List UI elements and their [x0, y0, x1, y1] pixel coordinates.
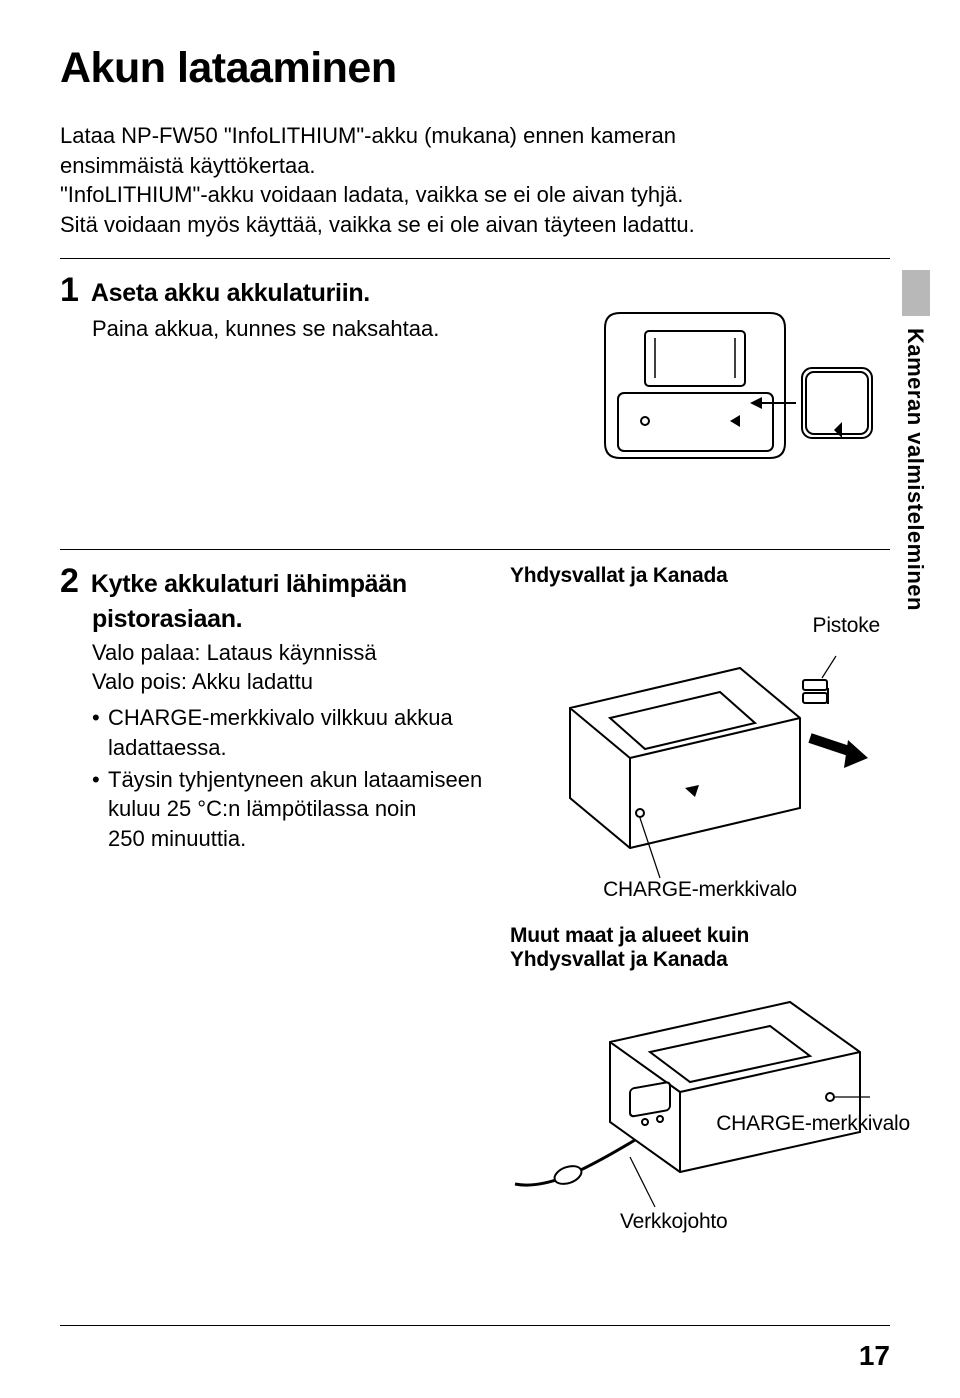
- fig3-charge-label: CHARGE-merkkivalo: [716, 1112, 910, 1136]
- step-2-number: 2: [60, 564, 79, 598]
- step-2-line2: Valo pois: Akku ladattu: [92, 667, 492, 697]
- intro-paragraph-2: "InfoLITHIUM"-akku voidaan ladata, vaikk…: [60, 180, 890, 239]
- b2l2: kuluu 25 °C:n lämpötilassa noin: [108, 796, 416, 821]
- fig2-charge-label: CHARGE-merkkivalo: [510, 878, 890, 902]
- chapter-tab: Kameran valmisteleminen: [902, 270, 930, 611]
- figure-3-other-regions: CHARGE-merkkivalo Verkkojohto: [510, 982, 890, 1232]
- step-2-title-l2: pistorasiaan.: [92, 605, 492, 634]
- intro-paragraph: Lataa NP-FW50 "InfoLITHIUM"-akku (mukana…: [60, 121, 890, 180]
- intro-p2-l2: Sitä voidaan myös käyttää, vaikka se ei …: [60, 212, 695, 237]
- step-2-bullet-1: CHARGE-merkkivalo vilkkuu akkua ladattae…: [92, 703, 492, 762]
- step-1-subtitle: Paina akkua, kunnes se naksahtaa.: [92, 314, 570, 344]
- page-title: Akun lataaminen: [60, 44, 890, 93]
- step-1-title: Aseta akku akkulaturiin.: [91, 279, 370, 308]
- step-2-title-l1: Kytke akkulaturi lähimpään: [91, 570, 407, 599]
- intro-p2-l1: "InfoLITHIUM"-akku voidaan ladata, vaikk…: [60, 182, 683, 207]
- step-2-line1: Valo palaa: Lataus käynnissä: [92, 638, 492, 668]
- step-1-section: 1 Aseta akku akkulaturiin. Paina akkua, …: [60, 258, 890, 523]
- step-2-bullet-2: Täysin tyhjentyneen akun lataamiseen kul…: [92, 765, 492, 854]
- b1l1: CHARGE-merkkivalo vilkkuu akkua: [108, 705, 453, 730]
- chapter-tab-label: Kameran valmisteleminen: [902, 316, 928, 611]
- fig2-header: Yhdysvallat ja Kanada: [510, 564, 890, 588]
- footer-rule: [60, 1325, 890, 1326]
- fig3-header-l1: Muut maat ja alueet kuin: [510, 924, 890, 948]
- fig3-header: Muut maat ja alueet kuin Yhdysvallat ja …: [510, 924, 890, 972]
- fig2-pistoke-label: Pistoke: [813, 614, 880, 638]
- b2l3: 250 minuuttia.: [108, 826, 246, 851]
- figure-1-charger: [590, 273, 890, 523]
- intro-p1-l1: Lataa NP-FW50 "InfoLITHIUM"-akku (mukana…: [60, 123, 676, 148]
- fig3-cord-label: Verkkojohto: [620, 1210, 728, 1234]
- b1l2: ladattaessa.: [108, 735, 227, 760]
- intro-p1-l2: ensimmäistä käyttökertaa.: [60, 153, 316, 178]
- step-1-number: 1: [60, 273, 79, 307]
- fig3-header-l2: Yhdysvallat ja Kanada: [510, 948, 890, 972]
- chapter-tab-marker: [902, 270, 930, 316]
- b2l1: Täysin tyhjentyneen akun lataamiseen: [108, 767, 482, 792]
- figure-2-us-canada: Pistoke CHARGE-merkkivalo: [510, 588, 890, 902]
- page-number: 17: [859, 1340, 890, 1372]
- step-2-section: 2 Kytke akkulaturi lähimpään pistorasiaa…: [60, 549, 890, 1232]
